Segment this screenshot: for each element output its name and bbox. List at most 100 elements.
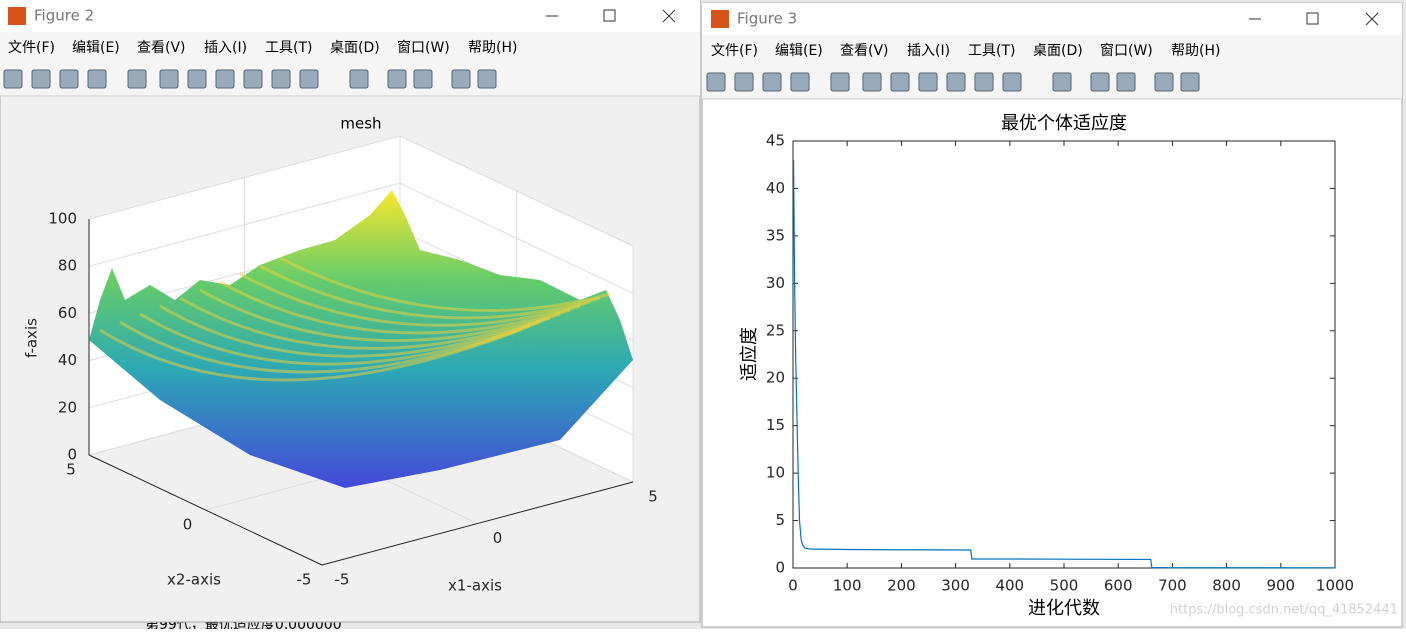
tool-button[interactable] <box>706 72 726 92</box>
maximize[interactable] <box>1306 12 1319 25</box>
z-tick-label: 80 <box>58 257 77 275</box>
x-axis-label: 进化代数 <box>1028 598 1100 619</box>
close[interactable] <box>662 9 676 23</box>
tool-button[interactable] <box>1002 72 1022 92</box>
y-tick-label: 30 <box>766 274 785 292</box>
toolbar <box>3 69 497 89</box>
surface-ridge <box>139 312 541 366</box>
tool-button[interactable] <box>762 72 782 92</box>
tool-button[interactable] <box>451 69 471 89</box>
menu-item[interactable]: 查看(V) <box>137 40 186 56</box>
axis-line <box>88 454 323 566</box>
axis-line <box>321 481 634 566</box>
tool-button[interactable] <box>271 69 291 89</box>
menu-item[interactable]: 工具(T) <box>265 40 312 56</box>
tool-button[interactable] <box>734 72 754 92</box>
y-tick-label: -5 <box>297 571 312 589</box>
z-tick-label: 20 <box>58 398 77 416</box>
y-tick-label: 35 <box>766 226 785 244</box>
menu-item[interactable]: 插入(I) <box>907 43 950 59</box>
line <box>792 159 1336 569</box>
menu-item[interactable]: 文件(F) <box>8 40 55 56</box>
y-tick-label: 45 <box>766 132 785 150</box>
tool-button[interactable] <box>946 72 966 92</box>
tool-button[interactable] <box>830 72 850 92</box>
tool-button[interactable] <box>974 72 994 92</box>
x-tick-label: 0 <box>493 529 503 547</box>
tool-button[interactable] <box>387 69 407 89</box>
x-tick-label: 500 <box>1050 577 1079 595</box>
z-tick-label: 100 <box>48 210 77 228</box>
z-tick-label: 60 <box>58 304 77 322</box>
menu-item[interactable]: 帮助(H) <box>468 40 517 56</box>
tool-button[interactable] <box>187 69 207 89</box>
tool-button[interactable] <box>790 72 810 92</box>
menu-item[interactable]: 查看(V) <box>840 43 889 59</box>
y-tick-label: 5 <box>66 461 76 479</box>
x-tick-label: 0 <box>788 577 798 595</box>
x-tick-label: 700 <box>1158 577 1187 595</box>
tool-button[interactable] <box>127 69 147 89</box>
x-tick-label: 400 <box>995 577 1024 595</box>
toolbar <box>706 72 1200 92</box>
y-axis-label: 适应度 <box>739 327 760 381</box>
app-icon <box>711 10 729 28</box>
menu-item[interactable]: 帮助(H) <box>1171 43 1220 59</box>
close[interactable] <box>1365 12 1379 26</box>
tool-button[interactable] <box>349 69 369 89</box>
surface-ridge <box>219 280 581 335</box>
tool-button[interactable] <box>159 69 179 89</box>
y-tick-label: 0 <box>183 516 193 534</box>
title-bar <box>0 0 700 32</box>
menu-item[interactable]: 编辑(E) <box>72 40 120 56</box>
y-tick-label: 20 <box>766 369 785 387</box>
x-tick-label: 100 <box>833 577 862 595</box>
tool-button[interactable] <box>87 69 107 89</box>
tool-button[interactable] <box>1090 72 1110 92</box>
x-tick-label: -5 <box>335 571 350 589</box>
menu-item[interactable]: 插入(I) <box>204 40 247 56</box>
z-axis-label: f-axis <box>23 318 41 358</box>
z-tick-label: 0 <box>67 446 77 464</box>
menu-item[interactable]: 窗口(W) <box>1100 42 1153 59</box>
tool-button[interactable] <box>1116 72 1136 92</box>
menu-item[interactable]: 桌面(D) <box>330 40 380 56</box>
tool-button[interactable] <box>299 69 319 89</box>
tool-button[interactable] <box>59 69 79 89</box>
tool-button[interactable] <box>215 69 235 89</box>
y-tick-label: 40 <box>766 179 785 197</box>
tool-button[interactable] <box>31 69 51 89</box>
surface-ridge <box>119 320 531 374</box>
y-tick-label: 10 <box>766 464 785 482</box>
tool-button[interactable] <box>862 72 882 92</box>
chart-title: 最优个体适应度 <box>1001 113 1127 134</box>
tool-button[interactable] <box>477 69 497 89</box>
tool-button[interactable] <box>890 72 910 92</box>
watermark: https://blog.csdn.net/qq_41852441 <box>1170 603 1398 618</box>
menu-item[interactable]: 窗口(W) <box>397 39 450 56</box>
surface-ridge <box>259 264 601 320</box>
menu-item[interactable]: 编辑(E) <box>775 43 823 59</box>
tool-button[interactable] <box>3 69 23 89</box>
menu-item[interactable]: 工具(T) <box>968 43 1015 59</box>
tool-button[interactable] <box>413 69 433 89</box>
menu-item[interactable]: 文件(F) <box>711 43 758 59</box>
y-tick-label: 0 <box>775 559 785 577</box>
app-icon <box>8 7 26 25</box>
menu-item[interactable]: 桌面(D) <box>1033 43 1083 59</box>
surface-ridge <box>279 256 611 313</box>
tool-button[interactable] <box>1052 72 1072 92</box>
maximize[interactable] <box>603 9 616 22</box>
tool-button[interactable] <box>918 72 938 92</box>
chart-title: mesh <box>340 115 381 133</box>
tool-button[interactable] <box>243 69 263 89</box>
surface-ridge <box>179 296 561 350</box>
tool-button[interactable] <box>1154 72 1174 92</box>
toolbar-area <box>702 35 1402 99</box>
tool-button[interactable] <box>1180 72 1200 92</box>
x-tick-label: 200 <box>887 577 916 595</box>
x-tick-label: 600 <box>1104 577 1133 595</box>
title-bar <box>702 3 1402 35</box>
z-tick-label: 40 <box>58 351 77 369</box>
